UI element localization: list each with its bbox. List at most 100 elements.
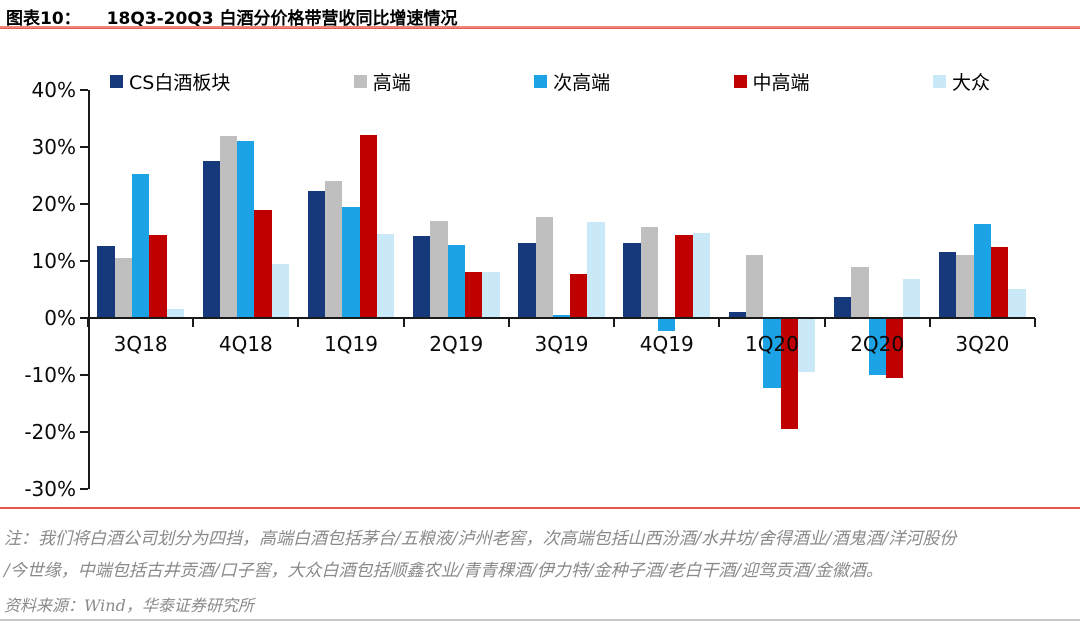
bar [325,181,343,318]
legend-label: 次高端 [553,72,611,94]
legend-item: 次高端 [534,68,610,95]
bar [797,318,816,373]
legend-label: 大众 [951,72,990,94]
y-axis-tick-label: 10% [31,249,76,273]
y-axis-tick-label: 40% [31,78,76,102]
bar [833,296,852,318]
bar [342,206,360,318]
x-axis-tick [297,318,300,327]
x-axis-tick [1034,318,1036,327]
x-axis-category-label: 1Q19 [324,332,378,356]
bar [851,267,869,318]
legend-swatch-icon [733,75,747,88]
bar [149,235,167,318]
bar [359,135,377,318]
bar [885,318,904,378]
figure-header: 图表10： 18Q3-20Q3 白酒分价格带营收同比增速情况 [6,4,458,29]
bar [413,235,431,318]
bar [692,232,710,318]
y-axis-tick-label: -20% [24,420,76,444]
bar [202,160,220,318]
bar [552,315,571,318]
bar [114,258,132,318]
bar [219,135,238,318]
bar [430,221,448,318]
legend-label: 中高端 [752,72,810,94]
bar [939,252,957,318]
bar [763,318,781,388]
x-axis-tick [613,318,616,327]
x-axis-tick [823,318,826,327]
data-source-line: 资料来源：Wind，华泰证券研究所 [4,596,254,615]
x-axis-category-label: 1Q20 [744,332,799,356]
bar [237,141,255,318]
legend-item: CS白酒板块 [110,68,230,95]
footnote-line-1: 注：我们将白酒公司划分为四挡，高端白酒包括茅台/五粮液/泸州老窖，次高端包括山西… [4,529,957,549]
bar [271,263,290,318]
bar [658,318,676,331]
legend-label: 高端 [372,72,411,94]
bar [623,242,641,318]
bar-chart: CS白酒板块 高端 次高端 中高端 大众 40% 30% 20% 10% 0% -10% -20% -… [0,60,1080,510]
y-axis-tick [80,260,88,262]
y-axis-tick-label: -10% [24,363,76,387]
y-axis-tick-label: 20% [31,192,76,216]
x-axis-category-label: 3Q18 [113,332,168,356]
y-axis-tick [80,374,88,376]
x-axis-category-label: 4Q19 [639,332,694,356]
y-axis-tick [80,488,88,490]
bar [1008,288,1026,318]
figure-title: 18Q3-20Q3 白酒分价格带营收同比增速情况 [106,9,458,29]
bar [745,255,764,318]
title-divider-line [0,26,1080,29]
legend-item: 中高端 [733,68,810,95]
bar [377,233,395,318]
x-axis-tick [928,318,931,327]
y-axis-tick-label: -30% [24,477,76,501]
x-axis-category-label: 4Q18 [218,332,273,356]
legend-item: 大众 [932,68,990,95]
y-axis-tick [80,431,88,433]
chart-legend: CS白酒板块 高端 次高端 中高端 大众 [110,68,990,95]
bar [97,245,115,318]
bar [131,174,150,318]
bar [728,312,746,318]
chart-bottom-divider-line [0,507,1080,509]
x-axis-tick [87,318,89,327]
y-axis-line [88,90,90,489]
y-axis-tick [80,203,88,205]
x-axis-tick [507,318,510,327]
legend-swatch-icon [932,75,946,88]
legend-label: CS白酒板块 [129,72,231,94]
bar [518,242,536,318]
bar [956,255,974,318]
x-axis-tick [402,318,405,327]
bar [464,272,483,318]
bar [973,223,992,318]
x-axis-category-label: 3Q19 [534,332,589,356]
legend-swatch-icon [110,75,123,88]
bar [903,279,921,318]
bar [587,222,605,318]
figure-number: 图表10： [6,9,81,29]
x-axis-category-label: 2Q20 [850,332,905,356]
y-axis-tick [80,146,88,148]
x-axis-tick [192,318,195,327]
bar [570,273,588,318]
legend-item: 高端 [353,68,411,95]
x-axis-category-label: 2Q19 [429,332,484,356]
page-bottom-divider-line [0,619,1080,621]
x-axis-category-label: 3Q20 [955,332,1010,356]
footnote-line-2: /今世缘，中端包括古井贡酒/口子窖，大众白酒包括顺鑫农业/青青稞酒/伊力特/金种… [4,561,883,581]
bar [780,318,798,429]
bar [447,245,465,318]
x-axis-tick [718,318,721,327]
legend-swatch-icon [534,75,548,88]
x-axis-line [88,317,1035,319]
bar [991,246,1009,318]
bar [166,309,184,318]
bar [675,234,693,318]
bar [640,226,659,318]
bar [307,191,326,318]
